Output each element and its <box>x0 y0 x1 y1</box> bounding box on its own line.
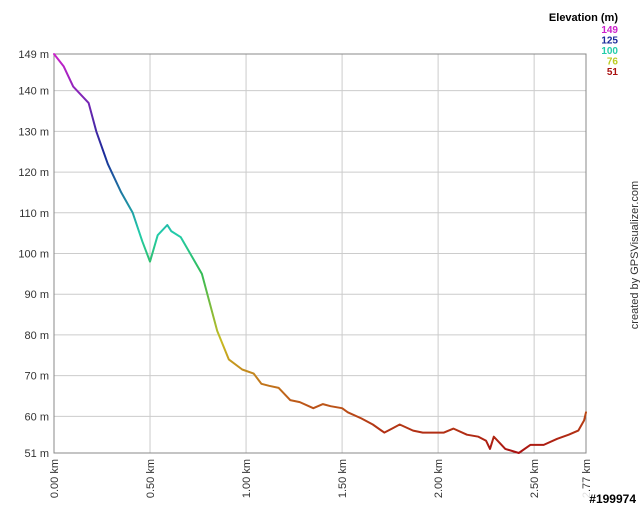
watermark-badge: #199974 <box>582 491 638 506</box>
legend-entry: 100 <box>601 46 618 57</box>
watermark-background <box>582 491 638 506</box>
legend-title: Elevation (m) <box>549 12 618 24</box>
y-tick-label: 149 m <box>18 49 49 61</box>
y-tick-label: 100 m <box>18 249 49 261</box>
grid-lines <box>53 53 587 454</box>
x-tick-label: 2.77 km <box>581 459 593 498</box>
x-tick-label: 2.50 km <box>529 459 541 498</box>
x-tick-label: 0.00 km <box>49 459 61 498</box>
x-tick-label: 1.50 km <box>337 459 349 498</box>
x-tick-label: 2.00 km <box>433 459 445 498</box>
series-layer <box>53 53 587 454</box>
y-tick-label: 140 m <box>18 86 49 98</box>
watermark-text: #199974 <box>589 492 636 506</box>
y-tick-label: 60 m <box>25 411 49 423</box>
y-tick-label: 90 m <box>25 289 49 301</box>
legend-entry: 51 <box>607 67 619 78</box>
y-tick-label: 70 m <box>25 371 49 383</box>
y-tick-label: 120 m <box>18 167 49 179</box>
x-tick-labels: 0.00 km 0.50 km 1.00 km 1.50 km 2.00 km 2.50 … <box>49 459 593 498</box>
legend-entry: 125 <box>601 36 618 47</box>
y-tick-label: 80 m <box>25 330 49 342</box>
elevation-profile-line <box>53 53 587 454</box>
legend-entry: 149 <box>601 25 618 36</box>
x-tick-label: 0.50 km <box>145 459 157 498</box>
y-tick-labels: 149 m 140 m 130 m 120 m 110 m 100 m 90 m 80 m 70… <box>18 49 49 460</box>
plot-area-border <box>53 53 587 454</box>
x-tick-label: 1.00 km <box>241 459 253 498</box>
y-tick-label: 130 m <box>18 126 49 138</box>
y-tick-label: 51 m <box>25 448 49 460</box>
credit-text: created by GPSVisualizer.com <box>629 181 640 329</box>
y-tick-label: 110 m <box>19 208 49 220</box>
legend-entry: 76 <box>607 57 619 68</box>
